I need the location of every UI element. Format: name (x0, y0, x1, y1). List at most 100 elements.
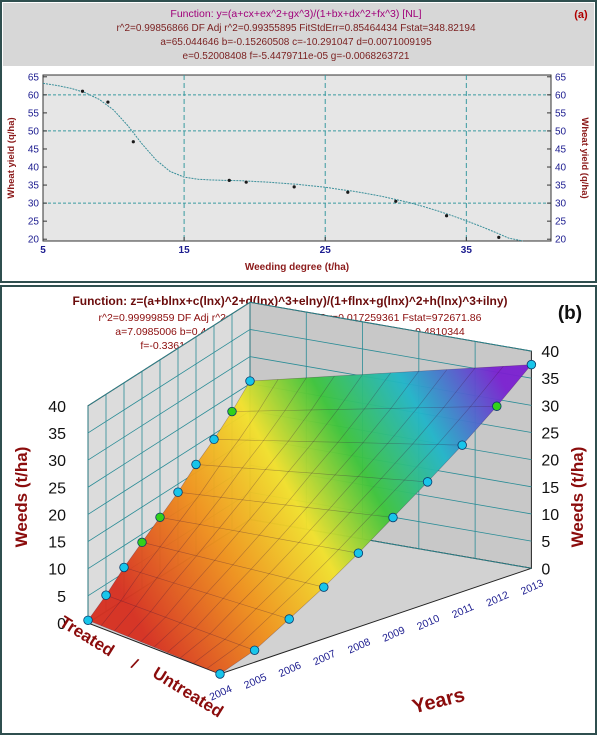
panel-b-untreated-marker (388, 512, 398, 523)
panel-a-y-tick-label: 20 (28, 235, 40, 246)
panel-b-z-tick-label-left: 20 (48, 507, 66, 524)
panel-b-z-tick-label-right: 35 (541, 371, 559, 388)
panel-b-z-tick-label-left: 25 (48, 480, 66, 497)
panel-b-wall-gridline (87, 356, 251, 461)
panel-b-untreated-marker (215, 669, 225, 679)
panel-a-y-tick-label: 55 (555, 108, 567, 119)
panel-b-untreated-marker (526, 359, 537, 370)
panel-a-y-tick-label: 60 (555, 90, 567, 101)
panel-b-z-tick-label-left: 40 (48, 399, 66, 416)
panel-b-surface-meshline (213, 439, 463, 446)
panel-b-z-tick-label-left: 30 (48, 453, 66, 470)
panel-b-surface-meshline (140, 374, 363, 643)
panel-b-label: (b) (558, 303, 582, 324)
panel-b-surface-meshline (87, 620, 221, 675)
panel-a-y-tick-label: 35 (28, 181, 40, 192)
panel-b-untreated-marker (249, 645, 260, 656)
panel-a-y-tick-label: 25 (28, 217, 40, 228)
panel-b-z-axis-title-left: Weeds (t/ha) (12, 447, 31, 548)
panel-a-x-axis-title: Weeding degree (t/ha) (245, 262, 349, 273)
panel-a-y-tick-label: 65 (555, 72, 567, 83)
panel-a-stats-line-3: e=0.52008408 f=-5.4479711e-05 g=-0.00682… (183, 51, 410, 62)
panel-b-wall-gridline (87, 301, 251, 407)
panel-a-y-tick-label: 65 (28, 72, 40, 83)
panel-b-surface-meshline (177, 491, 394, 518)
panel-a-y-tick-label: 35 (555, 181, 567, 192)
panel-a-y-tick-label: 50 (555, 126, 567, 137)
panel-a-y-tick-label: 40 (28, 163, 40, 174)
panel-b-wall-gridline (87, 329, 251, 434)
panel-b-z-tick-label-left: 15 (48, 535, 66, 552)
panel-b-surface-meshline (193, 367, 476, 664)
panel-b-surface-meshline (100, 379, 279, 626)
panel-b-z-tick-label-right: 5 (541, 534, 550, 551)
panel-a-y-tick-label: 20 (555, 235, 567, 246)
panel-a-y-tick-label: 45 (555, 144, 567, 155)
panel-b-z-tick-label-right: 10 (541, 507, 559, 524)
panel-b-z-tick-label-right: 25 (541, 426, 559, 443)
panel-a-y-tick-label: 45 (28, 144, 40, 155)
panel-a-title: Function: y=(a+cx+ex^2+gx^3)/(1+bx+dx^2+… (170, 8, 421, 20)
panel-b-untreated-marker (319, 582, 329, 592)
panel-b-z-tick-label-right: 40 (541, 344, 559, 361)
panel-b-untreated-marker (353, 548, 364, 558)
panel-a-y-axis-title-left: Wheat yield (q/ha) (6, 117, 17, 198)
panel-b-wall-gridline (87, 383, 251, 488)
panel-a-y-tick-label: 60 (28, 90, 40, 101)
panel-b-surface (88, 364, 532, 674)
panel-b-z-tick-label-right: 20 (541, 453, 559, 470)
panel-b-surface-meshline (180, 369, 448, 659)
panel-a-label: (a) (574, 9, 588, 21)
panel-b-surface-meshline (167, 371, 420, 653)
panel-b-z-axis-title-right: Weeds (t/ha) (568, 447, 587, 548)
panel-a-y-tick-label: 55 (28, 108, 40, 119)
panel-b-treated-marker (101, 590, 111, 600)
panel-b-surface-meshline (249, 364, 532, 382)
panel-b-surface-meshline (87, 380, 251, 621)
panel-b-surface-meshline (159, 517, 359, 554)
panel-a-y-tick-label: 30 (555, 199, 567, 210)
panel-a-data-point (444, 214, 449, 218)
panel-b-z-tick-label-right: 30 (541, 398, 559, 415)
panel-b-treated-marker (137, 537, 147, 548)
panel-a-stats-line-1: r^2=0.99856866 DF Adj r^2=0.99355895 Fit… (116, 23, 476, 34)
panel-b-treated-marker (119, 562, 129, 573)
panel-a-data-point (227, 178, 231, 182)
panel-a-data-point (292, 185, 296, 189)
panel-b-surface-meshline (114, 377, 307, 632)
panel-b-treated-marker (245, 376, 255, 386)
panel-b-surface-meshline (153, 372, 391, 648)
panel-b-treated-marker (155, 512, 165, 522)
panel-a-y-axis-title-right: Wheat yield (q/ha) (579, 117, 590, 198)
panel-b-chart: Function: z=(a+blnx+c(lnx)^2+d(lnx)^3+el… (0, 285, 597, 735)
panel-a-data-point (106, 100, 110, 104)
panel-a-y-tick-label: 30 (28, 199, 40, 210)
panel-b-z-tick-label-left: 10 (48, 562, 66, 579)
panel-a-data-point (131, 140, 135, 144)
panel-b-untreated-marker (492, 401, 502, 411)
panel-b-treated-marker (83, 615, 93, 625)
panel-b-treated-marker (191, 459, 201, 470)
panel-a-x-tick-label: 25 (320, 245, 332, 256)
panel-b-surface-meshline (105, 594, 255, 651)
panel-b-treated-marker (227, 406, 237, 417)
panel-b-untreated-marker (284, 614, 294, 624)
panel-b-surface-meshline (195, 464, 428, 483)
panel-a-fit-curve (42, 82, 523, 242)
panel-a-stats-line-2: a=65.044646 b=-0.15260508 c=-10.291047 d… (160, 37, 432, 48)
panel-a-data-point (497, 235, 501, 239)
panel-a-x-tick-label: 35 (461, 245, 473, 256)
panel-b-surface-meshline (141, 542, 324, 588)
panel-b-surface-meshline (231, 405, 497, 412)
panel-a-chart: Function: y=(a+cx+ex^2+gx^3)/(1+bx+dx^2+… (0, 0, 597, 283)
panel-a-y-tick-label: 40 (555, 163, 567, 174)
panel-b-title: Function: z=(a+blnx+c(lnx)^2+d(lnx)^3+el… (72, 294, 507, 308)
panel-b-surface-meshline (206, 366, 504, 669)
panel-b-surface-meshline (127, 375, 335, 637)
panel-b-untreated-marker (457, 440, 467, 450)
panel-b-z-tick-label-left: 5 (57, 589, 66, 606)
panel-b-z-tick-label-left: 35 (48, 426, 66, 443)
panel-a-data-point (80, 89, 85, 93)
panel-a-y-tick-label: 50 (28, 126, 40, 137)
